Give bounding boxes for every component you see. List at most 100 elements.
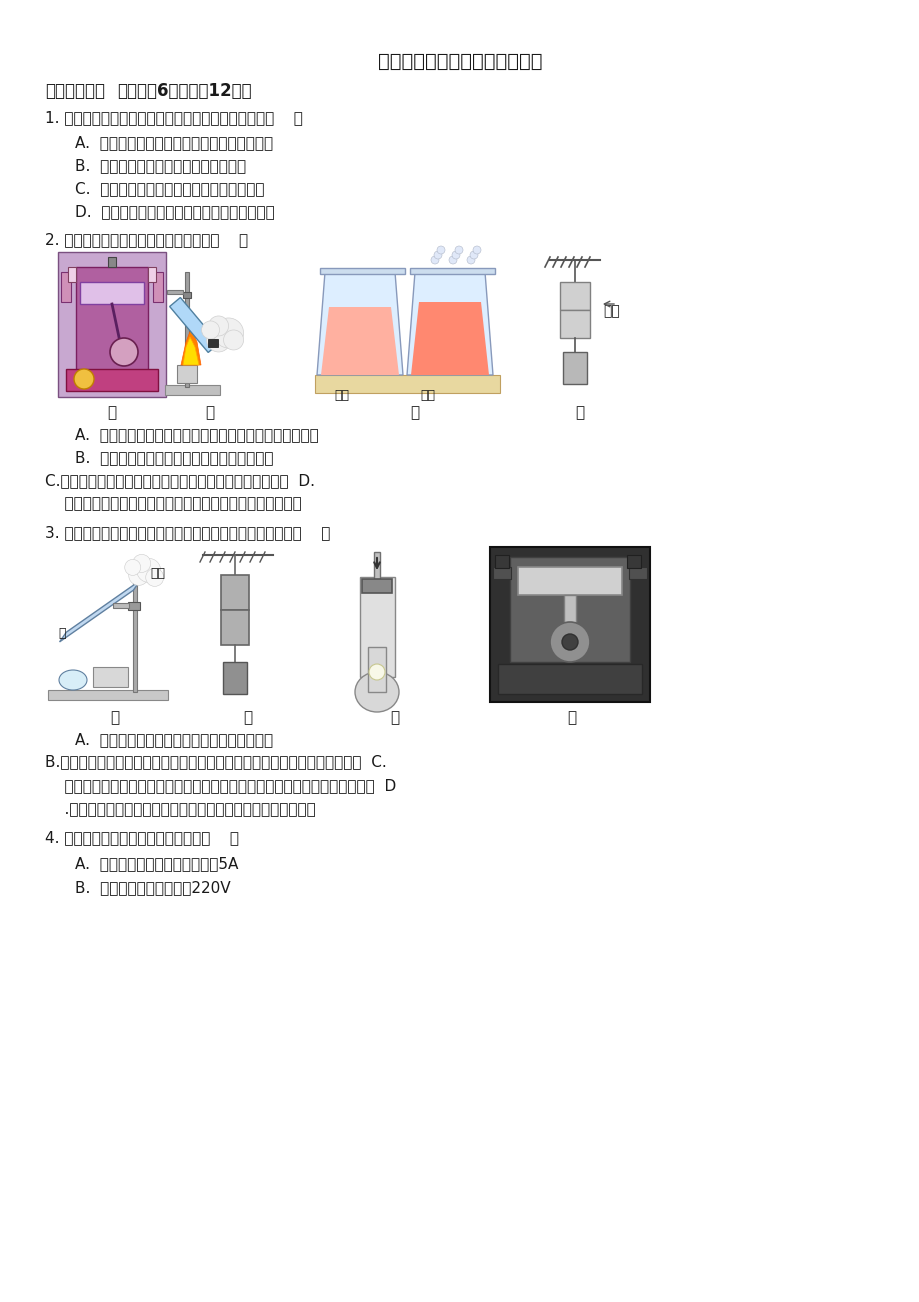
Text: B.  乙图：试管内空气推开瓶塞，空气内能增加: B. 乙图：试管内空气推开瓶塞，空气内能增加 (75, 450, 273, 465)
Bar (221, 575, 249, 611)
Text: 丙图活塞下压，通过做功改变管内空气内能，使其温度升高，达到棉花的燃点  D: 丙图活塞下压，通过做功改变管内空气内能，使其温度升高，达到棉花的燃点 D (45, 779, 396, 793)
Text: 一、单选题：: 一、单选题： (45, 82, 105, 100)
Bar (374, 552, 380, 587)
Text: 3. 如图所示，关于热现象的四幅图，下列选项解释正确的是（    ）: 3. 如图所示，关于热现象的四幅图，下列选项解释正确的是（ ） (45, 525, 330, 540)
Polygon shape (317, 272, 403, 375)
Bar (165, 385, 220, 395)
Bar (68, 267, 76, 283)
Polygon shape (183, 337, 199, 365)
Circle shape (209, 316, 228, 336)
Bar (627, 555, 641, 568)
Bar (560, 310, 589, 339)
Circle shape (430, 256, 438, 264)
Bar (167, 290, 183, 294)
Circle shape (137, 559, 161, 582)
Bar (183, 292, 191, 298)
Bar (314, 375, 499, 393)
Polygon shape (406, 272, 493, 375)
Bar (113, 603, 129, 608)
Bar (58, 253, 165, 397)
Text: D.  用电器消耗的电能越多，它的电功率就越大: D. 用电器消耗的电能越多，它的电功率就越大 (75, 204, 275, 219)
Circle shape (562, 634, 577, 650)
Text: 2. 关于下面四幅图的说法中，正确的是（    ）: 2. 关于下面四幅图的说法中，正确的是（ ） (45, 232, 248, 247)
Text: 白雾: 白雾 (150, 566, 165, 579)
Circle shape (470, 251, 478, 259)
Polygon shape (411, 302, 489, 375)
Ellipse shape (355, 672, 399, 712)
Circle shape (125, 560, 141, 575)
Circle shape (132, 555, 151, 573)
Text: 1. 关于电功、电能和电功率的下列说法中，错误的是（    ）: 1. 关于电功、电能和电功率的下列说法中，错误的是（ ） (45, 109, 302, 125)
Text: 丁: 丁 (574, 405, 584, 421)
Circle shape (110, 339, 138, 366)
Bar (497, 664, 641, 694)
Text: 丙: 丙 (390, 710, 399, 725)
Text: A.  甲图塞子被弹出是因为白雾给它传递了热量: A. 甲图塞子被弹出是因为白雾给它传递了热量 (75, 732, 273, 747)
Text: A.  甲图：这属于汽车的压缩冲程，是将内能转化为机械能: A. 甲图：这属于汽车的压缩冲程，是将内能转化为机械能 (75, 427, 318, 441)
Text: 热水: 热水 (420, 389, 435, 402)
Bar (410, 268, 494, 273)
Circle shape (223, 329, 244, 350)
Bar (490, 547, 650, 702)
Bar (153, 272, 163, 302)
Text: 水: 水 (58, 628, 65, 641)
Bar (359, 577, 394, 677)
Bar (493, 566, 510, 579)
Text: 铅柱: 铅柱 (602, 303, 619, 318)
Bar (128, 602, 140, 611)
Text: B.乙图两个压紧的铅块能吊起一个重物，两铅块未被拉开说明分子间存在斥力  C.: B.乙图两个压紧的铅块能吊起一个重物，两铅块未被拉开说明分子间存在斥力 C. (45, 754, 386, 769)
Text: 九年级上学期物理期末模拟试卷: 九年级上学期物理期末模拟试卷 (378, 52, 541, 72)
Bar (562, 352, 586, 384)
Bar (176, 365, 197, 383)
Text: A.  千瓦时是电功的单位，千瓦是电功率的单位: A. 千瓦时是电功的单位，千瓦是电功率的单位 (75, 135, 273, 150)
Bar (629, 566, 646, 579)
Bar (93, 667, 128, 687)
Bar (80, 283, 144, 303)
Polygon shape (60, 581, 140, 642)
Text: C.丙图：在两杯水中放入红糖，红糖在热水中溶化得慢一些  D.: C.丙图：在两杯水中放入红糖，红糖在热水中溶化得慢一些 D. (45, 473, 314, 488)
Bar (48, 690, 168, 700)
Bar (368, 647, 386, 691)
Text: C.  单位时间内电流做功越多，电功率就越大: C. 单位时间内电流做功越多，电功率就越大 (75, 181, 265, 197)
Polygon shape (321, 307, 399, 375)
Bar (509, 557, 630, 661)
Circle shape (434, 251, 441, 259)
Text: 丁: 丁 (567, 710, 576, 725)
Circle shape (369, 664, 384, 680)
Text: 乙: 乙 (244, 710, 253, 725)
Circle shape (448, 256, 457, 264)
Text: .丁图的内燃机的压缩冲程，该冲程将活塞的机械能转化为内能: .丁图的内燃机的压缩冲程，该冲程将活塞的机械能转化为内能 (45, 802, 315, 816)
Circle shape (472, 246, 481, 254)
Polygon shape (181, 329, 200, 365)
Circle shape (201, 322, 220, 339)
Bar (222, 661, 246, 694)
Text: 本大题共6小题，共12分。: 本大题共6小题，共12分。 (117, 82, 252, 100)
Ellipse shape (59, 671, 87, 690)
Bar (61, 272, 71, 302)
Text: 冷水: 冷水 (335, 389, 349, 402)
Bar (66, 368, 158, 391)
Circle shape (145, 569, 164, 586)
Circle shape (455, 246, 462, 254)
Circle shape (207, 328, 231, 352)
Bar (517, 566, 621, 595)
Circle shape (467, 256, 474, 264)
Bar (563, 595, 575, 630)
Text: A.  白炽灯正常工作时的电流约为5A: A. 白炽灯正常工作时的电流约为5A (75, 855, 238, 871)
Text: 4. 下列数据的估计中最接近实际的是（    ）: 4. 下列数据的估计中最接近实际的是（ ） (45, 829, 239, 845)
Text: B.  电功率是表示电流做功快慢的物理量: B. 电功率是表示电流做功快慢的物理量 (75, 158, 246, 173)
Bar (361, 579, 391, 592)
Bar (76, 267, 148, 372)
Circle shape (213, 318, 244, 348)
Text: 甲: 甲 (108, 405, 117, 421)
Bar (560, 283, 589, 310)
Text: 丙: 丙 (410, 405, 419, 421)
Circle shape (129, 565, 149, 586)
Circle shape (74, 368, 94, 389)
Polygon shape (169, 297, 219, 353)
Text: 乙: 乙 (205, 405, 214, 421)
Bar (148, 267, 156, 283)
Text: B.  一节干电池的电压约为220V: B. 一节干电池的电压约为220V (75, 880, 231, 894)
Circle shape (451, 251, 460, 259)
Circle shape (437, 246, 445, 254)
